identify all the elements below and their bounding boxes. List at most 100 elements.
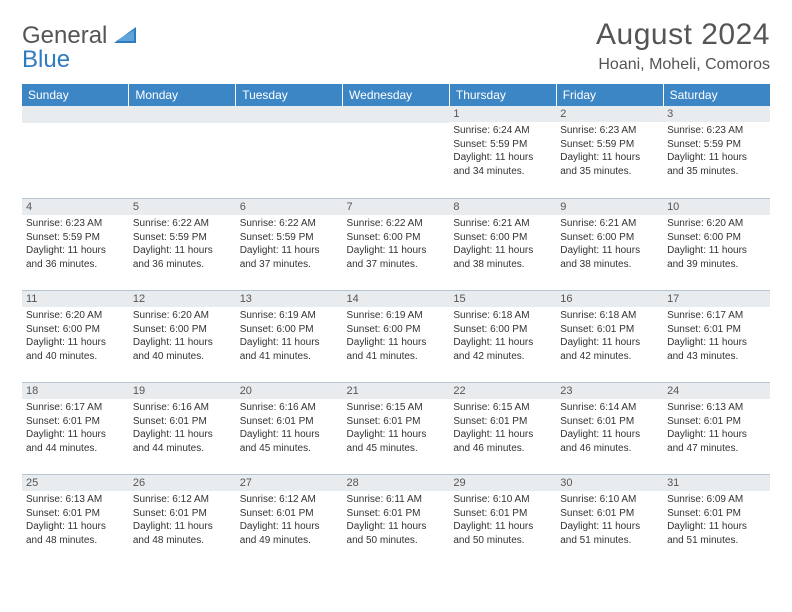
daynum-blank <box>129 106 236 123</box>
day-number: 8 <box>449 198 556 215</box>
day-number: 6 <box>236 198 343 215</box>
calendar-cell: 9Sunrise: 6:21 AMSunset: 6:00 PMDaylight… <box>556 198 663 290</box>
daylight-line: Daylight: 11 hours and 51 minutes. <box>560 520 659 547</box>
calendar-row: 25Sunrise: 6:13 AMSunset: 6:01 PMDayligh… <box>22 474 770 566</box>
calendar-cell <box>343 106 450 198</box>
day-detail: Sunrise: 6:23 AMSunset: 5:59 PMDaylight:… <box>556 122 663 178</box>
weekday-header: Friday <box>556 84 663 106</box>
daylight-line: Daylight: 11 hours and 50 minutes. <box>453 520 552 547</box>
daylight-line: Daylight: 11 hours and 45 minutes. <box>240 428 339 455</box>
daylight-line: Daylight: 11 hours and 36 minutes. <box>26 244 125 271</box>
calendar-cell: 7Sunrise: 6:22 AMSunset: 6:00 PMDaylight… <box>343 198 450 290</box>
location: Hoani, Moheli, Comoros <box>596 56 770 74</box>
calendar-cell: 2Sunrise: 6:23 AMSunset: 5:59 PMDaylight… <box>556 106 663 198</box>
sunset-line: Sunset: 6:01 PM <box>560 415 659 429</box>
calendar-cell: 24Sunrise: 6:13 AMSunset: 6:01 PMDayligh… <box>663 382 770 474</box>
day-detail: Sunrise: 6:24 AMSunset: 5:59 PMDaylight:… <box>449 122 556 178</box>
day-number: 29 <box>449 474 556 491</box>
sunset-line: Sunset: 6:00 PM <box>560 231 659 245</box>
sunrise-line: Sunrise: 6:18 AM <box>453 309 552 323</box>
day-number: 15 <box>449 290 556 307</box>
daylight-line: Daylight: 11 hours and 35 minutes. <box>560 151 659 178</box>
daylight-line: Daylight: 11 hours and 46 minutes. <box>560 428 659 455</box>
calendar-cell: 26Sunrise: 6:12 AMSunset: 6:01 PMDayligh… <box>129 474 236 566</box>
day-number: 19 <box>129 382 236 399</box>
sunrise-line: Sunrise: 6:22 AM <box>240 217 339 231</box>
calendar-cell: 11Sunrise: 6:20 AMSunset: 6:00 PMDayligh… <box>22 290 129 382</box>
daynum-blank <box>343 106 450 123</box>
sunset-line: Sunset: 6:01 PM <box>667 415 766 429</box>
sunset-line: Sunset: 5:59 PM <box>133 231 232 245</box>
logo-triangle-icon <box>114 25 136 43</box>
weekday-header: Saturday <box>663 84 770 106</box>
day-number: 22 <box>449 382 556 399</box>
day-detail: Sunrise: 6:18 AMSunset: 6:00 PMDaylight:… <box>449 307 556 363</box>
sunset-line: Sunset: 5:59 PM <box>240 231 339 245</box>
sunset-line: Sunset: 6:01 PM <box>240 507 339 521</box>
calendar-cell: 30Sunrise: 6:10 AMSunset: 6:01 PMDayligh… <box>556 474 663 566</box>
sunrise-line: Sunrise: 6:20 AM <box>26 309 125 323</box>
sunset-line: Sunset: 6:00 PM <box>453 231 552 245</box>
daylight-line: Daylight: 11 hours and 41 minutes. <box>240 336 339 363</box>
day-detail: Sunrise: 6:23 AMSunset: 5:59 PMDaylight:… <box>663 122 770 178</box>
day-detail: Sunrise: 6:13 AMSunset: 6:01 PMDaylight:… <box>663 399 770 455</box>
sunset-line: Sunset: 6:01 PM <box>133 507 232 521</box>
sunset-line: Sunset: 5:59 PM <box>453 138 552 152</box>
sunset-line: Sunset: 6:01 PM <box>240 415 339 429</box>
day-detail: Sunrise: 6:23 AMSunset: 5:59 PMDaylight:… <box>22 215 129 271</box>
day-number: 18 <box>22 382 129 399</box>
calendar-cell: 3Sunrise: 6:23 AMSunset: 5:59 PMDaylight… <box>663 106 770 198</box>
sunrise-line: Sunrise: 6:24 AM <box>453 124 552 138</box>
sunset-line: Sunset: 6:01 PM <box>667 323 766 337</box>
calendar-cell: 16Sunrise: 6:18 AMSunset: 6:01 PMDayligh… <box>556 290 663 382</box>
sunset-line: Sunset: 6:00 PM <box>240 323 339 337</box>
daylight-line: Daylight: 11 hours and 43 minutes. <box>667 336 766 363</box>
calendar-cell: 29Sunrise: 6:10 AMSunset: 6:01 PMDayligh… <box>449 474 556 566</box>
day-number: 25 <box>22 474 129 491</box>
header: General Blue August 2024 Hoani, Moheli, … <box>22 18 770 74</box>
daylight-line: Daylight: 11 hours and 38 minutes. <box>453 244 552 271</box>
day-detail: Sunrise: 6:13 AMSunset: 6:01 PMDaylight:… <box>22 491 129 547</box>
calendar-cell: 15Sunrise: 6:18 AMSunset: 6:00 PMDayligh… <box>449 290 556 382</box>
day-detail: Sunrise: 6:22 AMSunset: 5:59 PMDaylight:… <box>236 215 343 271</box>
day-number: 20 <box>236 382 343 399</box>
day-number: 17 <box>663 290 770 307</box>
sunset-line: Sunset: 6:01 PM <box>560 507 659 521</box>
daylight-line: Daylight: 11 hours and 48 minutes. <box>26 520 125 547</box>
daylight-line: Daylight: 11 hours and 48 minutes. <box>133 520 232 547</box>
day-number: 21 <box>343 382 450 399</box>
sunset-line: Sunset: 6:01 PM <box>347 507 446 521</box>
calendar-cell: 23Sunrise: 6:14 AMSunset: 6:01 PMDayligh… <box>556 382 663 474</box>
day-number: 31 <box>663 474 770 491</box>
sunrise-line: Sunrise: 6:13 AM <box>667 401 766 415</box>
calendar-cell: 10Sunrise: 6:20 AMSunset: 6:00 PMDayligh… <box>663 198 770 290</box>
calendar-cell: 22Sunrise: 6:15 AMSunset: 6:01 PMDayligh… <box>449 382 556 474</box>
day-number: 14 <box>343 290 450 307</box>
day-detail: Sunrise: 6:19 AMSunset: 6:00 PMDaylight:… <box>343 307 450 363</box>
sunrise-line: Sunrise: 6:21 AM <box>560 217 659 231</box>
day-detail: Sunrise: 6:17 AMSunset: 6:01 PMDaylight:… <box>663 307 770 363</box>
day-number: 28 <box>343 474 450 491</box>
daylight-line: Daylight: 11 hours and 50 minutes. <box>347 520 446 547</box>
daylight-line: Daylight: 11 hours and 40 minutes. <box>133 336 232 363</box>
daylight-line: Daylight: 11 hours and 47 minutes. <box>667 428 766 455</box>
weekday-header: Sunday <box>22 84 129 106</box>
logo: General Blue <box>22 18 136 72</box>
calendar-cell <box>129 106 236 198</box>
sunset-line: Sunset: 6:01 PM <box>453 415 552 429</box>
day-detail: Sunrise: 6:20 AMSunset: 6:00 PMDaylight:… <box>22 307 129 363</box>
sunrise-line: Sunrise: 6:10 AM <box>560 493 659 507</box>
sunrise-line: Sunrise: 6:19 AM <box>240 309 339 323</box>
day-number: 26 <box>129 474 236 491</box>
day-detail: Sunrise: 6:17 AMSunset: 6:01 PMDaylight:… <box>22 399 129 455</box>
day-number: 1 <box>449 106 556 122</box>
sunset-line: Sunset: 6:00 PM <box>667 231 766 245</box>
day-detail: Sunrise: 6:15 AMSunset: 6:01 PMDaylight:… <box>343 399 450 455</box>
weekday-header: Tuesday <box>236 84 343 106</box>
sunrise-line: Sunrise: 6:18 AM <box>560 309 659 323</box>
weekday-header-row: Sunday Monday Tuesday Wednesday Thursday… <box>22 84 770 106</box>
daylight-line: Daylight: 11 hours and 34 minutes. <box>453 151 552 178</box>
calendar-row: 1Sunrise: 6:24 AMSunset: 5:59 PMDaylight… <box>22 106 770 198</box>
sunset-line: Sunset: 5:59 PM <box>667 138 766 152</box>
sunset-line: Sunset: 6:01 PM <box>560 323 659 337</box>
